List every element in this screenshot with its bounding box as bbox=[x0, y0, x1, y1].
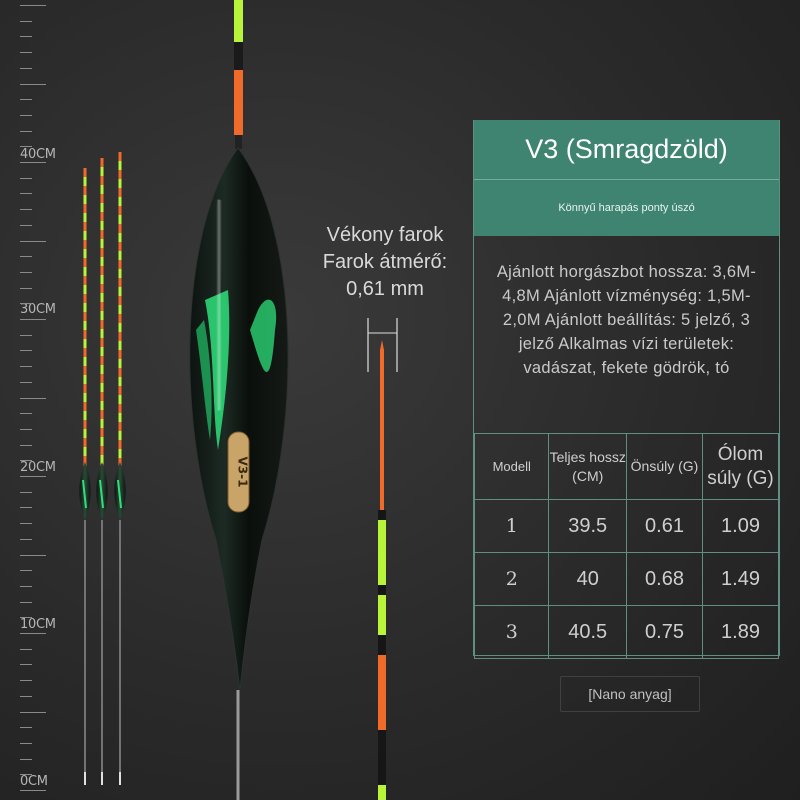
ruler-tick bbox=[20, 445, 32, 446]
ruler-tick bbox=[20, 162, 46, 163]
ruler-tick bbox=[20, 570, 32, 571]
measurement-ruler: 40CM 30CM 20CM 10CM 0CM bbox=[0, 0, 70, 800]
header-length: Teljes hossz (CM) bbox=[548, 433, 627, 500]
tail-annotation: Vékony farok Farok átmérő: 0,61 mm bbox=[300, 222, 470, 303]
ruler-tick bbox=[20, 52, 32, 53]
cell-lead-weight: 1.49 bbox=[701, 552, 780, 606]
panel-description: Ajánlott horgászbot hossza: 3,6M-4,8M Aj… bbox=[496, 263, 757, 377]
table-row: 2 40 0.68 1.49 bbox=[473, 552, 780, 606]
ruler-tick bbox=[20, 460, 32, 461]
small-float-3 bbox=[114, 152, 126, 785]
cell-weight: 0.61 bbox=[625, 499, 703, 553]
ruler-tick bbox=[20, 492, 32, 493]
ruler-tick bbox=[20, 303, 32, 304]
ruler-tick bbox=[20, 759, 32, 760]
ruler-tick bbox=[20, 602, 32, 603]
spec-panel: V3 (Smragdzöld) Könnyű harapás ponty úsz… bbox=[473, 120, 780, 659]
annotation-line-2: Farok átmérő: bbox=[322, 251, 448, 273]
ruler-tick bbox=[20, 413, 32, 414]
ruler-tick bbox=[20, 539, 32, 540]
header-model: Modell bbox=[473, 433, 550, 500]
ruler-tick bbox=[20, 429, 32, 430]
ruler-tick bbox=[20, 178, 32, 179]
ruler-tick bbox=[20, 209, 32, 210]
ruler-tick bbox=[20, 382, 32, 383]
ruler-tick bbox=[20, 476, 46, 477]
ruler-tick bbox=[20, 350, 32, 351]
header-lead-weight: Ólom súly (G) bbox=[701, 433, 780, 500]
small-float-2 bbox=[96, 158, 108, 785]
ruler-tick bbox=[20, 555, 46, 556]
panel-title: V3 (Smragdzöld) bbox=[474, 120, 779, 180]
table-row: 1 39.5 0.61 1.09 bbox=[473, 499, 780, 553]
cell-weight: 0.68 bbox=[625, 552, 703, 606]
ruler-tick bbox=[20, 712, 46, 713]
large-float bbox=[189, 0, 289, 800]
ruler-tick bbox=[20, 664, 32, 665]
cell-model: 2 bbox=[473, 552, 550, 606]
cell-weight: 0.75 bbox=[625, 605, 703, 659]
ruler-tick bbox=[20, 680, 32, 681]
cell-length: 39.5 bbox=[548, 499, 627, 553]
ruler-tick bbox=[20, 131, 32, 132]
ruler-label-0cm: 0CM bbox=[20, 774, 48, 789]
ruler-label-10cm: 10CM bbox=[20, 617, 56, 632]
ruler-tick bbox=[20, 115, 32, 116]
cell-length: 40.5 bbox=[548, 605, 627, 659]
spec-table: Modell Teljes hossz (CM) Önsúly (G) Ólom… bbox=[473, 433, 780, 659]
ruler-tick bbox=[20, 5, 46, 6]
ruler-tick bbox=[20, 398, 46, 399]
ruler-label-20cm: 20CM bbox=[20, 460, 56, 475]
ruler-tick bbox=[20, 193, 32, 194]
panel-subtitle: Könnyű harapás ponty úszó bbox=[474, 180, 779, 236]
ruler-tick bbox=[20, 84, 46, 85]
header-weight: Önsúly (G) bbox=[625, 433, 703, 500]
ruler-tick bbox=[20, 272, 32, 273]
ruler-tick bbox=[20, 319, 46, 320]
ruler-tick bbox=[20, 507, 32, 508]
cell-lead-weight: 1.89 bbox=[701, 605, 780, 659]
material-note: [Nano anyag] bbox=[560, 676, 700, 712]
ruler-tick bbox=[20, 335, 32, 336]
ruler-tick bbox=[20, 146, 32, 147]
ruler-tick bbox=[20, 633, 46, 634]
ruler-tick bbox=[20, 774, 32, 775]
ruler-tick bbox=[20, 288, 32, 289]
float-model-label: V3-1 bbox=[236, 457, 250, 488]
small-float-1 bbox=[79, 168, 91, 785]
ruler-tick bbox=[20, 366, 32, 367]
ruler-tick bbox=[20, 649, 32, 650]
spec-table-header-row: Modell Teljes hossz (CM) Önsúly (G) Ólom… bbox=[473, 433, 780, 500]
ruler-tick bbox=[20, 256, 32, 257]
ruler-tick bbox=[20, 790, 46, 791]
annotation-line-3: 0,61 mm bbox=[346, 278, 424, 300]
ruler-tick bbox=[20, 617, 32, 618]
ruler-tick bbox=[20, 241, 46, 242]
ruler-tick bbox=[20, 727, 32, 728]
ruler-tick bbox=[20, 225, 32, 226]
ruler-tick bbox=[20, 586, 32, 587]
ruler-tick bbox=[20, 99, 32, 100]
ruler-tick bbox=[20, 68, 32, 69]
ruler-tick bbox=[20, 743, 32, 744]
thin-tail-detail bbox=[367, 318, 398, 800]
ruler-tick bbox=[20, 696, 32, 697]
ruler-label-30cm: 30CM bbox=[20, 302, 56, 317]
cell-model: 3 bbox=[473, 605, 550, 659]
annotation-line-1: Vékony farok bbox=[326, 224, 444, 246]
cell-length: 40 bbox=[548, 552, 627, 606]
ruler-tick bbox=[20, 21, 32, 22]
ruler-tick bbox=[20, 36, 32, 37]
ruler-tick bbox=[20, 523, 32, 524]
ruler-label-40cm: 40CM bbox=[20, 147, 56, 162]
cell-lead-weight: 1.09 bbox=[701, 499, 780, 553]
table-row: 3 40.5 0.75 1.89 bbox=[473, 605, 780, 659]
cell-model: 1 bbox=[473, 499, 550, 553]
